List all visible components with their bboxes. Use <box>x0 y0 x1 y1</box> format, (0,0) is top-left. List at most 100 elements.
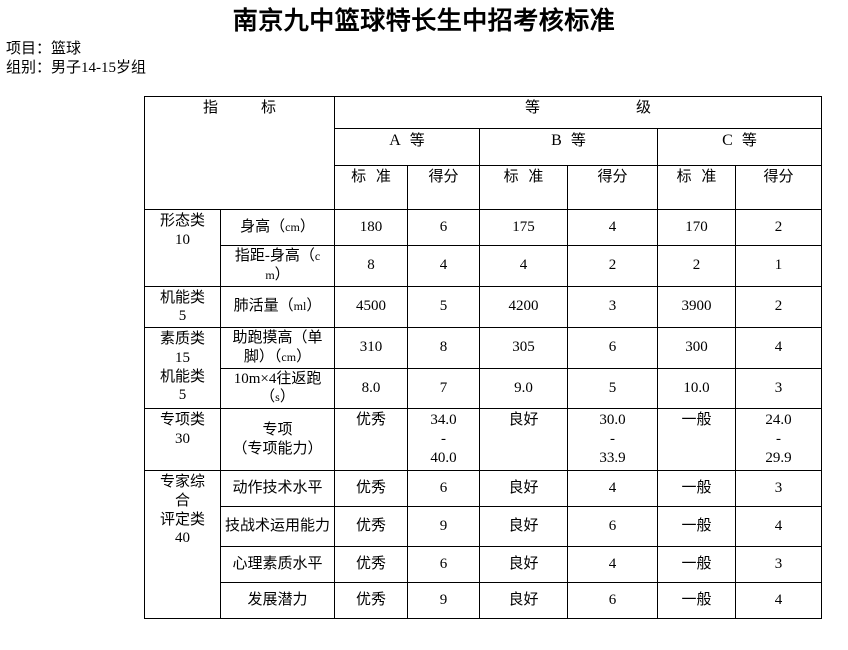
grade-a-suffix: 等 <box>409 133 425 149</box>
cell-c-score: 3 <box>735 470 823 507</box>
group-score: 10 <box>175 231 190 248</box>
range-min: 24.0 <box>765 412 792 428</box>
header-a-score: 得分 <box>407 165 481 210</box>
item-line-2: （专项能力） <box>232 440 323 457</box>
group-cell-morphology: 形态类 10 <box>144 209 221 287</box>
range-max: 33.9 <box>599 449 626 466</box>
cell-a-score: 4 <box>407 245 481 287</box>
item-name: 助跑摸高（单脚）（cm） <box>219 327 336 369</box>
grade-c-suffix: 等 <box>741 133 757 149</box>
cell-a-score-range: 34.0 - 40.0 <box>407 408 481 471</box>
header-grade: 等 级 <box>334 96 823 129</box>
cell-a-standard: 优秀 <box>334 470 409 507</box>
cell-a-score: 5 <box>407 285 481 328</box>
cell-b-score: 2 <box>567 245 659 287</box>
group-score-secondary: 5 <box>178 387 187 404</box>
meta-project: 项目：篮球 <box>6 41 82 57</box>
item-name: 技战术运用能力 <box>219 506 336 547</box>
grade-c-letter: C <box>722 132 733 149</box>
cell-a-score: 8 <box>407 327 481 369</box>
cell-c-score: 4 <box>735 506 823 547</box>
cell-c-standard: 300 <box>657 327 737 369</box>
item-name: 肺活量（ml） <box>219 285 336 328</box>
group-cell-function: 机能类 5 <box>144 285 221 328</box>
cell-b-score: 6 <box>567 506 659 547</box>
cell-a-score: 6 <box>407 546 481 583</box>
group-score: 15 <box>175 349 190 366</box>
cell-b-score-range: 30.0 - 33.9 <box>567 408 659 471</box>
item-name: 身高（cm） <box>219 209 336 246</box>
table-row: 机能类 5 肺活量（ml） 4500 5 4200 3 3900 2 <box>144 285 823 328</box>
cell-c-score: 3 <box>735 546 823 583</box>
cell-a-standard: 优秀 <box>334 582 409 619</box>
range-min: 30.0 <box>599 412 626 428</box>
range-dash: - <box>776 430 782 447</box>
cell-c-standard: 2 <box>657 245 737 287</box>
group-label-line-2: 合 <box>174 492 190 509</box>
group-label-secondary: 机能类 <box>159 368 205 385</box>
cell-b-score: 4 <box>567 209 659 246</box>
cell-b-standard: 9.0 <box>479 367 569 409</box>
cell-b-score: 5 <box>567 367 659 409</box>
cell-c-standard: 一般 <box>657 506 737 547</box>
cell-c-score: 4 <box>735 327 823 369</box>
group-score: 30 <box>175 430 190 447</box>
cell-c-score: 3 <box>735 367 823 409</box>
cell-a-standard: 310 <box>334 327 409 369</box>
header-b-score: 得分 <box>567 165 659 210</box>
table-row: 形态类 10 身高（cm） 180 6 175 4 170 2 <box>144 209 823 287</box>
page-title: 南京九中篮球特长生中招考核标准 <box>232 8 616 35</box>
range-max: 29.9 <box>765 449 792 466</box>
group-label: 形态类 <box>159 213 205 229</box>
table-row: 专家综 合 评定类 40 动作技术水平 优秀 6 良好 4 一般 3 <box>144 470 823 619</box>
header-c-standard: 标 准 <box>657 165 737 210</box>
range-min: 34.0 <box>430 412 457 428</box>
cell-a-standard: 优秀 <box>334 408 409 471</box>
table-row: 心理素质水平 优秀 6 良好 4 一般 3 <box>145 546 823 583</box>
group-score: 5 <box>178 308 187 325</box>
group-score: 40 <box>175 530 190 547</box>
header-b-standard: 标 准 <box>479 165 569 210</box>
cell-c-score: 1 <box>735 245 823 287</box>
cell-c-score-range: 24.0 - 29.9 <box>735 408 823 471</box>
cell-c-standard: 一般 <box>657 470 737 507</box>
table-row: 素质类 15 机能类 5 助跑摸高（单脚）（cm） 310 8 305 6 30… <box>144 327 823 409</box>
group-label: 素质类 <box>159 331 205 347</box>
item-line-1: 专项 <box>262 421 293 438</box>
cell-b-standard: 良好 <box>479 582 569 619</box>
cell-b-score: 6 <box>567 582 659 619</box>
cell-c-score: 2 <box>735 209 823 246</box>
cell-a-standard: 4500 <box>334 285 409 328</box>
header-indicator: 指 标 <box>143 96 336 210</box>
header-c-score: 得分 <box>735 165 823 210</box>
cell-a-standard: 优秀 <box>334 546 409 583</box>
cell-b-score: 6 <box>567 327 659 369</box>
cell-b-standard: 良好 <box>479 408 569 471</box>
group-cell-specialty: 专项类 30 <box>144 408 221 471</box>
item-name: 指距-身高（cm） <box>219 245 336 287</box>
cell-a-score: 9 <box>407 582 481 619</box>
cell-b-score: 4 <box>567 470 659 507</box>
item-name: 动作技术水平 <box>219 470 336 507</box>
cell-c-score: 4 <box>735 582 823 619</box>
table-row: 指距-身高（cm） 8 4 4 2 2 1 <box>145 245 823 287</box>
meta-group: 组别：男子14-15岁组 <box>6 59 146 76</box>
table-row: 专项类 30 专项 （专项能力） 优秀 34.0 - 40.0 良好 30.0 … <box>144 408 823 471</box>
cell-b-score: 4 <box>567 546 659 583</box>
grade-a-letter: A <box>389 132 401 149</box>
table-row: 发展潜力 优秀 9 良好 6 一般 4 <box>145 582 823 619</box>
table-header-row-1: 指 标 等 级 <box>143 96 823 210</box>
cell-b-standard: 175 <box>479 209 569 246</box>
cell-c-standard: 3900 <box>657 285 737 328</box>
cell-a-standard: 优秀 <box>334 506 409 547</box>
cell-a-standard: 8.0 <box>334 367 409 409</box>
item-name: 10m×4往返跑（s） <box>219 367 336 409</box>
cell-c-standard: 10.0 <box>657 367 737 409</box>
cell-b-standard: 良好 <box>479 506 569 547</box>
table-row: 技战术运用能力 优秀 9 良好 6 一般 4 <box>145 506 823 547</box>
cell-c-standard: 一般 <box>657 408 737 471</box>
